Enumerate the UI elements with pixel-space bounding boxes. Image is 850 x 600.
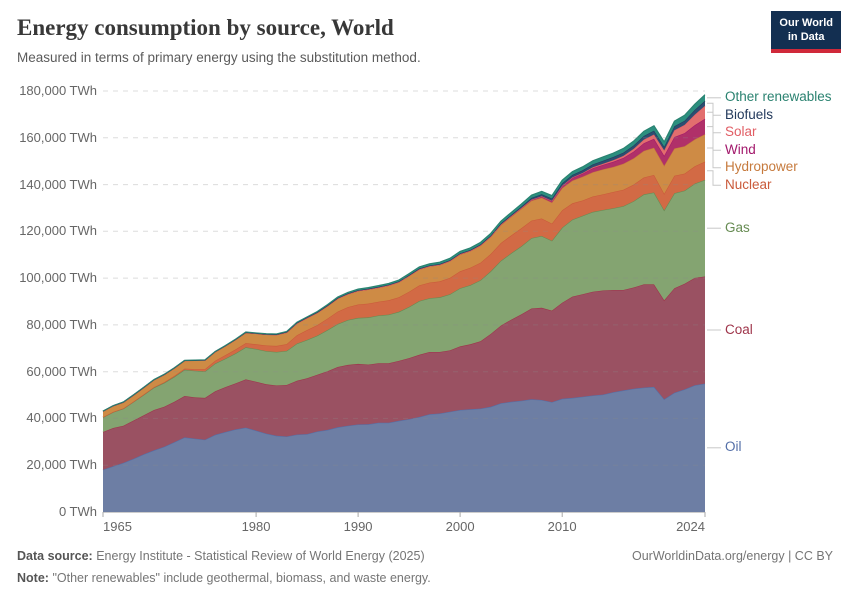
owid-logo-line2: in Data — [787, 31, 825, 44]
area-hydropower[interactable] — [103, 134, 705, 418]
legend-connector-biofuels — [707, 102, 721, 116]
legend-connector-solar — [707, 111, 721, 134]
legend-label-biofuels[interactable]: Biofuels — [725, 106, 774, 122]
legend-connector-hydropower — [707, 147, 721, 169]
owid-logo-line1: Our World — [779, 17, 833, 29]
area-oil[interactable] — [103, 383, 705, 512]
data-source-line: Data source: Energy Institute - Statisti… — [17, 545, 833, 567]
legend-label-other-renewables[interactable]: Other renewables — [725, 89, 832, 105]
legend-label-wind[interactable]: Wind — [725, 141, 756, 157]
chart-header: Energy consumption by source, World Meas… — [17, 14, 750, 66]
legend-connector-nuclear — [707, 170, 721, 186]
area-line-other-renewables — [102, 94, 706, 412]
data-source-label: Data source: — [17, 549, 93, 563]
page-title: Energy consumption by source, World — [17, 15, 394, 40]
area-wind[interactable] — [103, 118, 705, 412]
note-label: Note: — [17, 571, 49, 585]
legend-connector-wind — [707, 126, 721, 151]
data-source-text: Energy Institute - Statistical Review of… — [96, 549, 425, 563]
note-text: "Other renewables" include geothermal, b… — [52, 571, 431, 585]
legend-label-nuclear[interactable]: Nuclear — [725, 176, 772, 192]
area-coal[interactable] — [103, 276, 705, 470]
owid-url-link[interactable]: OurWorldinData.org/energy | CC BY — [631, 549, 833, 563]
legend-label-oil[interactable]: Oil — [725, 439, 742, 455]
page-subtitle: Measured in terms of primary energy usin… — [17, 49, 421, 65]
legend-label-coal[interactable]: Coal — [725, 321, 753, 337]
legend-label-gas[interactable]: Gas — [725, 219, 750, 235]
legend-label-hydropower[interactable]: Hydropower — [725, 159, 798, 175]
legend-label-solar[interactable]: Solar — [725, 124, 757, 140]
area-gas[interactable] — [103, 179, 705, 432]
owid-logo[interactable]: Our World in Data — [771, 11, 841, 53]
chart-footer: Data source: Energy Institute - Statisti… — [17, 545, 833, 589]
note-line: Note: "Other renewables" include geother… — [17, 567, 833, 589]
area-nuclear[interactable] — [103, 161, 705, 418]
